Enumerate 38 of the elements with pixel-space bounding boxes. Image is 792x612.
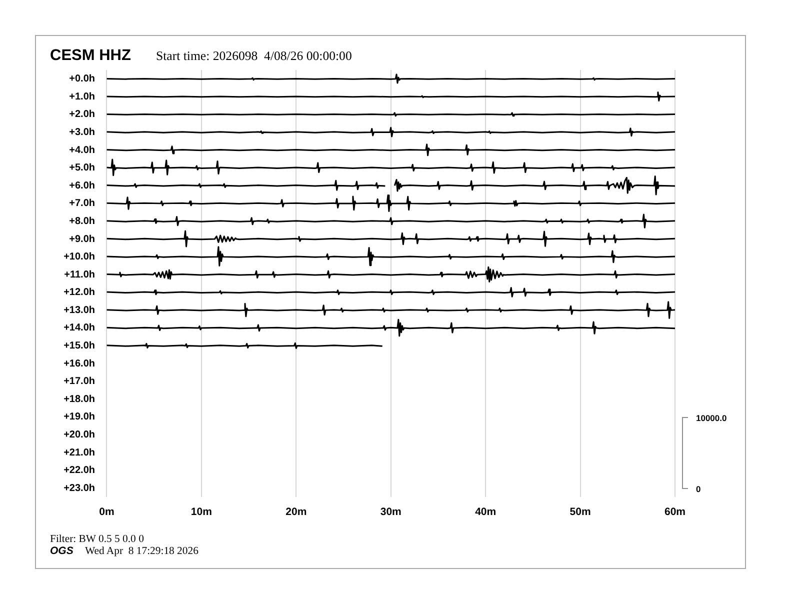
y-tick-label: +1.0h bbox=[69, 91, 95, 102]
y-tick-label: +4.0h bbox=[69, 144, 95, 156]
y-tick-label: +10.0h bbox=[64, 252, 95, 263]
y-tick-label: +17.0h bbox=[64, 376, 95, 388]
x-tick-label: 40m bbox=[475, 506, 496, 518]
y-tick-label: +22.0h bbox=[64, 465, 95, 476]
chart-title: CESM HHZ bbox=[50, 47, 131, 64]
y-tick-label: +15.0h bbox=[64, 340, 95, 352]
text: Filter: BW 0.5 5 0.0 0 bbox=[50, 533, 144, 545]
y-tick-label: +2.0h bbox=[69, 109, 95, 120]
text: Wed Apr 8 17:29:18 2026 bbox=[85, 545, 198, 557]
y-tick-label: +6.0h bbox=[69, 180, 95, 192]
y-tick-label: +23.0h bbox=[64, 482, 95, 494]
y-tick-label: +8.0h bbox=[69, 216, 95, 227]
chart-subtitle: Start time: 2026098 4/08/26 00:00:00 bbox=[156, 49, 352, 63]
y-tick-label: +18.0h bbox=[64, 394, 95, 405]
y-tick-label: +13.0h bbox=[64, 304, 95, 316]
y-tick-label: +14.0h bbox=[64, 322, 95, 334]
x-tick-label: 50m bbox=[570, 506, 591, 518]
text: OGS bbox=[50, 545, 74, 557]
y-tick-label: +21.0h bbox=[64, 447, 95, 458]
x-tick-label: 60m bbox=[664, 506, 686, 518]
y-tick-label: +5.0h bbox=[69, 162, 95, 174]
y-tick-label: +11.0h bbox=[64, 269, 95, 280]
y-tick-label: +3.0h bbox=[69, 127, 95, 138]
y-tick-label: +9.0h bbox=[69, 234, 95, 245]
x-tick-label: 30m bbox=[380, 506, 402, 518]
y-tick-label: +0.0h bbox=[69, 74, 95, 85]
x-tick-label: 10m bbox=[190, 506, 212, 518]
y-tick-label: +7.0h bbox=[69, 198, 95, 210]
text: 0 bbox=[696, 484, 701, 494]
x-tick-label: 20m bbox=[286, 506, 307, 518]
y-tick-label: +20.0h bbox=[64, 429, 95, 440]
text: 10000.0 bbox=[696, 412, 727, 422]
y-tick-label: +19.0h bbox=[64, 412, 95, 423]
y-tick-label: +12.0h bbox=[64, 287, 95, 298]
x-tick-label: 0m bbox=[99, 506, 114, 518]
y-tick-label: +16.0h bbox=[64, 358, 95, 370]
